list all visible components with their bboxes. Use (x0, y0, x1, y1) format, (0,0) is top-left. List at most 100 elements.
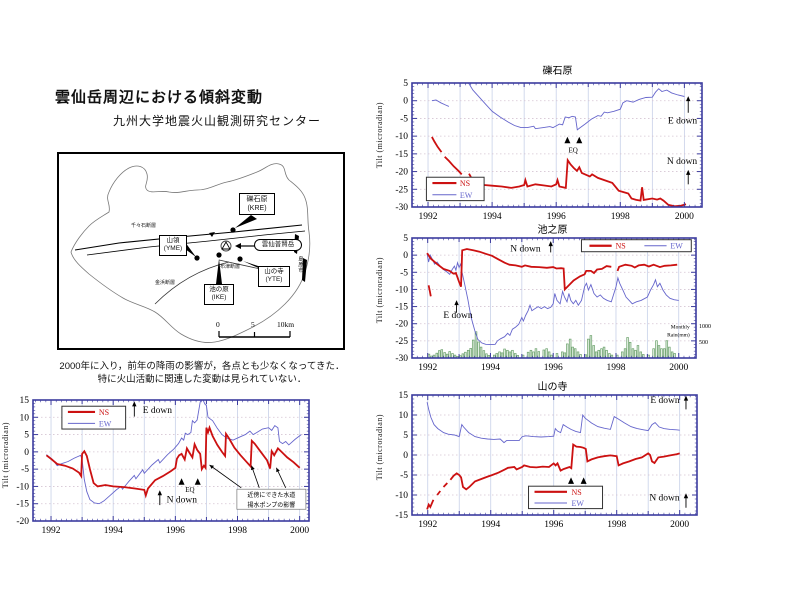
yte-xtick: 1994 (481, 520, 500, 530)
annotation-text: EQ (185, 486, 194, 494)
ike-ytick: -30 (395, 354, 408, 364)
ike-ytick: -5 (400, 268, 408, 278)
kre-ytick: -10 (395, 132, 408, 142)
station-dot-yte (237, 256, 243, 262)
up-arrow (683, 395, 689, 401)
ike-series-EW (426, 253, 679, 346)
left-ytick: -15 (16, 500, 29, 510)
scale-5: 5 (251, 320, 255, 329)
ike-xtick: 2000 (669, 363, 688, 373)
chart-title-kureishibaru: 礫石原 (542, 66, 573, 77)
coastline (70, 163, 311, 343)
pointer-arrow (250, 465, 255, 471)
rain-bars (427, 331, 676, 358)
map-label-yme-code: (YME) (163, 245, 183, 253)
kre-xtick: 1996 (547, 212, 566, 222)
kre-xtick: 2000 (675, 212, 694, 222)
chart-pump-station: Tilt (microradian) 1992 1994 1996 1998 2000-… (1, 392, 320, 542)
kre-legend-box (425, 176, 485, 202)
map-canvas (70, 163, 311, 343)
up-arrow (683, 493, 689, 499)
map-label-kre-name: 礫石原 (246, 196, 268, 203)
left-series-EW (46, 400, 302, 505)
yte-ytick: 5 (403, 431, 408, 441)
left-xtick: 2000 (290, 526, 309, 536)
arrow-kre (235, 215, 257, 228)
ike-ytick: -15 (395, 303, 408, 313)
ike-ytick: -25 (395, 337, 408, 347)
note-text: 2000年に入り，前年の降雨の影響が，各点とも少なくなってきた． 特に火山活動に… (32, 360, 372, 386)
fault-kanahama-line (154, 261, 230, 305)
up-arrow (686, 96, 691, 102)
pointer-arrow (276, 467, 280, 473)
kre-ytick: -20 (395, 168, 408, 178)
yte-ytick: -10 (395, 491, 408, 501)
yte-xtick: 1992 (418, 520, 437, 530)
up-arrow (548, 241, 553, 247)
yte-legend-box (528, 485, 604, 510)
ike-plot-canvas: 1000 500 1992 1994 1996 1998 2000 -30 -25 -20 -15 -… (395, 234, 711, 373)
map-label-yme: 山領 (YME) (159, 235, 187, 256)
volcano-symbol-triangle (221, 241, 231, 250)
kre-series-EW (431, 83, 685, 131)
chart-ikenohara: 池之原 Tilt (microradian) 1000 500 1992 1994 19… (375, 225, 720, 373)
kre-xtick: 1994 (483, 212, 502, 222)
left-ytick: 15 (20, 396, 30, 406)
yte-xtick: 1998 (607, 520, 626, 530)
kre-xtick: 1998 (611, 212, 630, 222)
left-xtick: 1994 (104, 526, 123, 536)
legend-label-NS: NS (460, 179, 470, 188)
station-map: 礫石原 (KRE) 山領 (YME) 池の原 (IKE) 山の寺 (YTE) 雲… (57, 152, 345, 350)
map-label-kre-code: (KRE) (247, 205, 267, 213)
left-ytick: -10 (16, 482, 29, 492)
map-label-yte: 山の寺 (YTE) (258, 266, 290, 287)
legend-label-EW: EW (99, 419, 112, 428)
pointer-arrow (209, 464, 214, 469)
rain-axis-label: 500 (699, 340, 708, 346)
left-ytick: 0 (24, 448, 29, 458)
annotation-text: N down (649, 494, 680, 504)
ike-legend-box (580, 239, 692, 253)
annotation-box-line: 揚水ポンプの影響 (247, 501, 295, 509)
annotation-text: E down (143, 406, 173, 416)
yte-ytick: -15 (395, 511, 408, 521)
annotation-text: N down (167, 495, 198, 505)
kre-series-NS (431, 136, 687, 207)
annotation-text: E down (443, 311, 473, 321)
chart-title-yamanotera: 山の寺 (537, 382, 568, 393)
ike-ytick: -10 (395, 285, 408, 295)
kre-plot-frame (411, 82, 703, 208)
left-plot-frame (32, 399, 310, 522)
annotation-text: E down (650, 396, 680, 406)
scale-10km: 10km (277, 320, 295, 329)
fault-hatch-2 (209, 232, 215, 237)
kre-ytick: -15 (395, 150, 408, 160)
eq-triangle (580, 477, 587, 484)
organization-subtitle: 九州大学地震火山観測研究センター (113, 114, 322, 128)
map-label-ike-code: (IKE) (211, 294, 227, 302)
yte-ytick: 0 (403, 451, 408, 461)
annotation-text: E down (668, 116, 698, 126)
annotation-text: EQ (569, 146, 578, 154)
chart-kureishibaru: 礫石原 Tilt (microradian) 1992 1994 1996 1998 2… (375, 60, 720, 222)
note-line-1: 2000年に入り，前年の降雨の影響が，各点とも少なくなってきた． (59, 361, 345, 372)
map-label-yte-code: (YTE) (265, 276, 283, 284)
kre-xtick: 1992 (419, 212, 438, 222)
map-label-ike: 池の原 (IKE) (204, 284, 234, 305)
legend-label-NS: NS (571, 488, 581, 497)
eq-triangle (178, 478, 185, 485)
yte-xtick: 1996 (544, 520, 563, 530)
map-label-fault-futsu: 布津断層 (220, 264, 241, 270)
legend-label-NS: NS (99, 408, 109, 417)
arrow-fugen-head (235, 243, 241, 249)
yte-series-NS (426, 443, 680, 510)
eq-triangle (194, 478, 201, 485)
station-dot-ike (216, 252, 222, 258)
left-ytick: -5 (21, 465, 29, 475)
legend-label-NS: NS (616, 242, 626, 251)
eq-triangle (568, 477, 575, 484)
kre-ytick: 5 (403, 79, 408, 89)
map-label-yme-name: 山領 (166, 237, 180, 244)
ike-ytick: 5 (403, 234, 408, 244)
ike-series-NS (426, 248, 678, 297)
